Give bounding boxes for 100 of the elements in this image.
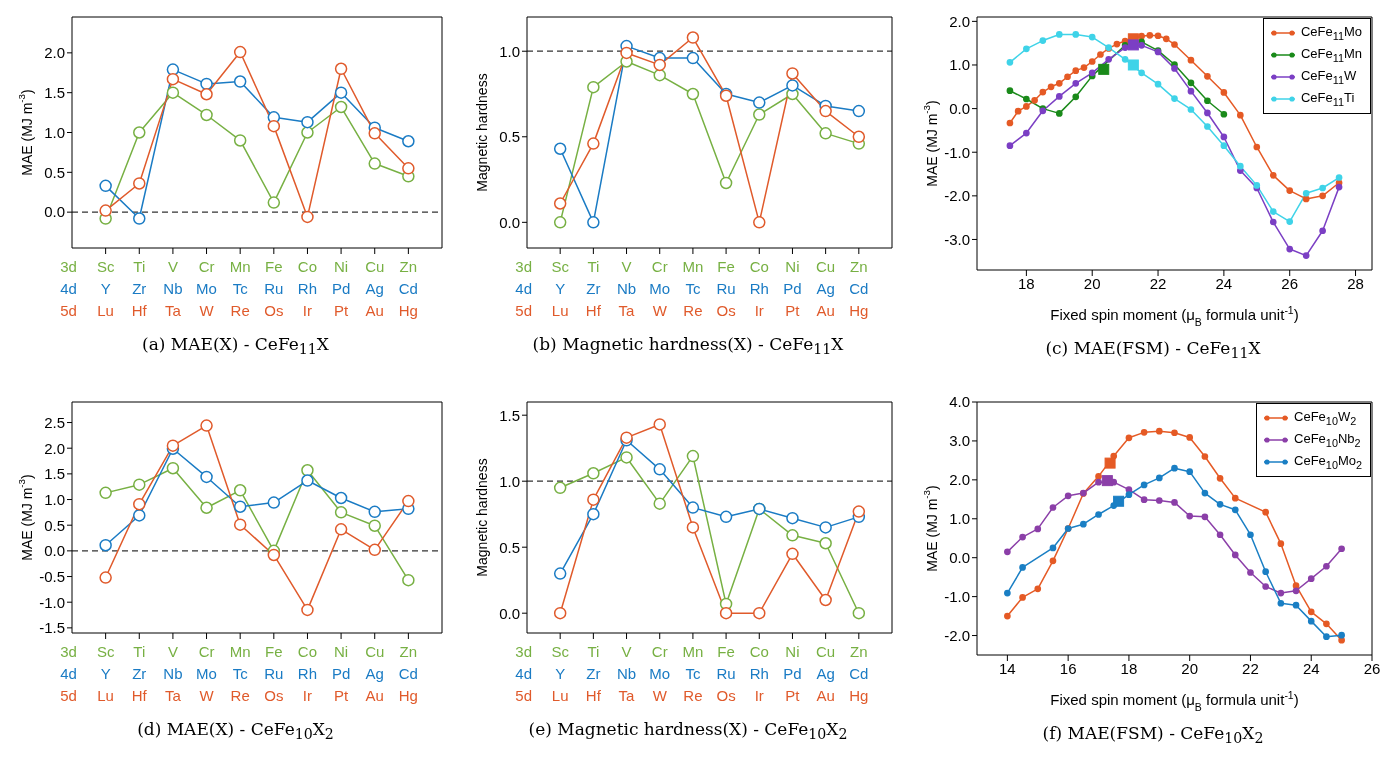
x-tick-label: V Nb Ta [616, 258, 637, 319]
y-tick-label: 0.5 [44, 516, 65, 534]
x-tick-label: Ti Zr Hf [131, 258, 148, 319]
y-tick-label: 2.5 [44, 413, 65, 431]
text: 4d [515, 665, 533, 682]
text: 3d [60, 258, 77, 275]
y-tick-label: 2.0 [44, 44, 65, 62]
y-tick-label: 1.5 [499, 406, 520, 424]
text: 5d [515, 687, 533, 704]
x-tick-label: Ti Zr Hf [585, 258, 602, 319]
x-tick-label: Cu Ag Au [365, 643, 385, 704]
y-tick-label: 1.0 [949, 56, 970, 74]
x-tick-label: Fe Ru Os [716, 258, 736, 319]
y-tick-label: 1.0 [949, 510, 970, 528]
x-tick-label: 16 [1059, 659, 1077, 677]
x-tick-label: Ti Zr Hf [585, 643, 602, 704]
x-tick-label: Sc Y Lu [551, 258, 570, 319]
y-tick-label: 1.0 [44, 490, 65, 508]
x-tick-label: Mn Tc Re [229, 643, 251, 704]
text: 4d [515, 280, 533, 297]
x-tick-label: Ni Pd Pt [331, 643, 351, 704]
y-tick-label: -1.0 [944, 143, 970, 161]
x-tick-label: Co Rh Ir [297, 258, 318, 319]
x-tick-label: Zn Cd Hg [849, 643, 869, 704]
y-tick-label: -1.0 [39, 593, 65, 611]
text: 4d [60, 280, 77, 297]
x-tick-label: Cr Mo W [649, 643, 671, 704]
x-tick-label: V Nb Ta [163, 643, 183, 704]
text: 4d [60, 665, 77, 682]
legend-label: CeFe$_{10}$W$_{2}$ [1294, 409, 1357, 427]
y-tick-label: -2.0 [944, 187, 970, 205]
x-tick-label: Mn Tc Re [229, 258, 251, 319]
y-tick-label: 1.0 [44, 123, 65, 141]
y-tick-label: -1.5 [39, 619, 65, 637]
y-tick-label: 2.0 [949, 12, 970, 30]
x-tick-label: 26 [1281, 274, 1299, 292]
x-axis-title: Fixed spin moment (μ$_{B}$ formula unit$^{-1}$) [1050, 304, 1299, 328]
x-tick-label: Cu Ag Au [816, 643, 836, 704]
y-tick-label: -1.0 [944, 587, 970, 605]
y-tick-label: -2.0 [944, 626, 970, 644]
text: 3d [515, 258, 533, 275]
x-tick-label: 14 [999, 659, 1016, 677]
x-tick-label: Ni Pd Pt [331, 258, 351, 319]
x-tick-label: Co Rh Ir [297, 643, 318, 704]
legend-label: CeFe$_{11}$Mo [1300, 24, 1362, 42]
x-axis-title: Fixed spin moment (μ$_{B}$ formula unit$^{-1}$) [1050, 689, 1299, 713]
y-tick-label: 4.0 [949, 393, 970, 411]
x-tick-label: Mn Tc Re [682, 258, 704, 319]
y-tick-label: 0.0 [499, 213, 520, 231]
text: 5d [60, 687, 77, 704]
text: 5d [515, 302, 533, 319]
x-tick-label: Cr Mo W [196, 643, 217, 704]
y-tick-label: 1.5 [44, 84, 65, 101]
y-tick-label: 0.0 [499, 604, 520, 622]
x-tick-label: Fe Ru Os [264, 643, 284, 704]
legend-label: CeFe$_{11}$Ti [1300, 90, 1355, 108]
y-tick-label: 0.5 [499, 128, 520, 146]
y-tick-label: 1.5 [44, 465, 65, 483]
x-tick-label: Sc Y Lu [551, 643, 570, 704]
y-tick-label: 0.0 [949, 99, 970, 117]
legend-label: CeFe$_{11}$W [1300, 68, 1357, 86]
x-tick-label: 20 [1181, 659, 1199, 677]
text: (e) Magnetic hardness(X) - CeFe$_{10}$X$_{2}$ [527, 719, 849, 743]
x-tick-label: Sc Y Lu [96, 643, 115, 704]
legend-label: CeFe$_{11}$Mn [1300, 46, 1362, 64]
legend-label: CeFe$_{10}$Nb$_{2}$ [1294, 431, 1361, 449]
x-tick-label: Ti Zr Hf [131, 643, 148, 704]
x-tick-label: 18 [1018, 274, 1035, 292]
y-tick-label: 1.0 [499, 472, 520, 490]
y-tick-label: 1.0 [499, 42, 520, 60]
x-tick-label: V Nb Ta [163, 258, 183, 319]
x-tick-label: Ni Pd Pt [783, 643, 802, 704]
y-tick-label: 0.5 [44, 163, 65, 181]
x-tick-label: 20 [1083, 274, 1101, 292]
x-tick-label: Zn Cd Hg [398, 643, 418, 704]
y-tick-label: 0.0 [949, 549, 970, 567]
x-tick-label: Co Rh Ir [749, 258, 769, 319]
x-tick-label: Cr Mo W [196, 258, 217, 319]
x-tick-label: Co Rh Ir [749, 643, 769, 704]
text: 3d [60, 643, 77, 660]
x-tick-label: 18 [1120, 659, 1138, 677]
x-tick-label: 24 [1215, 274, 1233, 292]
y-tick-label: 3.0 [949, 432, 970, 450]
y-tick-label: 0.0 [44, 203, 65, 221]
y-tick-label: 0.0 [44, 542, 65, 560]
x-tick-label: Fe Ru Os [264, 258, 284, 319]
text: (f) MAE(FSM) - CeFe$_{10}$X$_{2}$ [1041, 723, 1265, 747]
x-tick-label: Zn Cd Hg [849, 258, 869, 319]
x-tick-label: Sc Y Lu [96, 258, 115, 319]
x-tick-label: V Nb Ta [616, 643, 637, 704]
legend-label: CeFe$_{10}$Mo$_{2}$ [1294, 453, 1362, 471]
y-axis-title: Magnetic hardness [473, 73, 490, 192]
x-tick-label: 22 [1149, 274, 1167, 292]
text: (c) MAE(FSM) - CeFe$_{11}$X [1044, 338, 1262, 362]
y-tick-label: -0.5 [39, 567, 65, 585]
x-tick-label: Zn Cd Hg [398, 258, 418, 319]
text: (a) MAE(X) - CeFe$_{11}$X [141, 334, 330, 358]
y-tick-label: 2.0 [44, 439, 65, 457]
x-tick-label: 26 [1363, 659, 1381, 677]
y-tick-label: 0.5 [499, 538, 520, 556]
